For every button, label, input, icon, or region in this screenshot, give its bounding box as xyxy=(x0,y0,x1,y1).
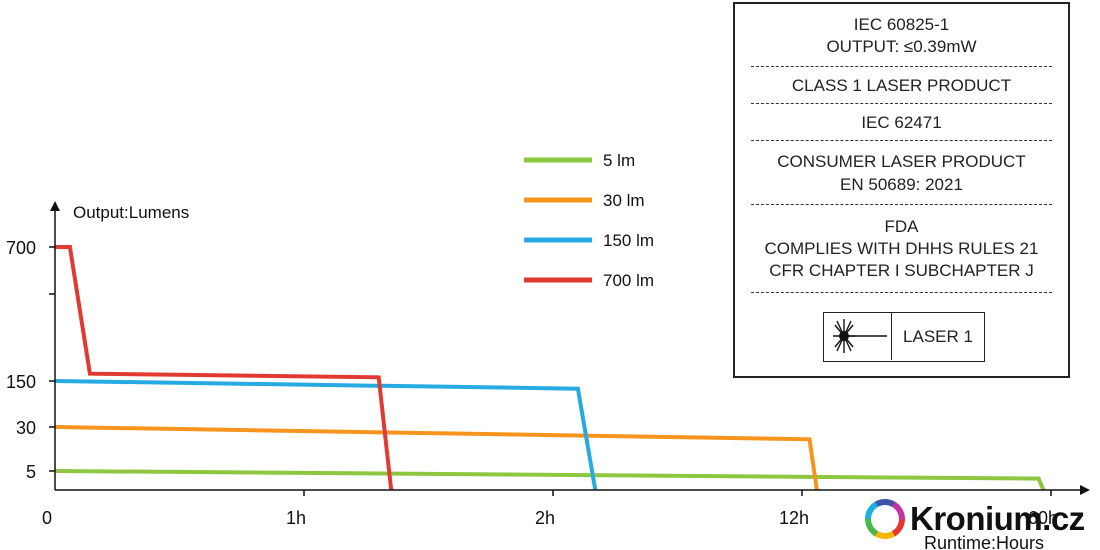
legend-label: 150 lm xyxy=(603,231,654,250)
label-line: EN 50689: 2021 xyxy=(840,175,963,194)
x-tick-label: 12h xyxy=(779,508,809,528)
series-line-3 xyxy=(55,245,394,491)
label-line: IEC 62471 xyxy=(861,113,942,132)
series-line-2 xyxy=(54,379,598,491)
label-line: CONSUMER LASER PRODUCT xyxy=(777,152,1026,171)
legend-label: 700 lm xyxy=(603,271,654,290)
laser-hazard-icon xyxy=(824,313,892,360)
x-tick-label: 60h xyxy=(1028,508,1058,528)
x-tick-label: 2h xyxy=(535,508,555,528)
kronium-logo-icon xyxy=(864,498,906,545)
label-line: IEC 60825-1 xyxy=(853,15,950,34)
x-axis-label: Runtime:Hours xyxy=(924,533,1044,550)
label-line: CLASS 1 LASER PRODUCT xyxy=(791,76,1012,95)
y-tick-label: 700 xyxy=(6,238,36,258)
legend-label: 30 lm xyxy=(603,191,645,210)
kronium-logo-text: Kronium.cz xyxy=(910,500,1085,537)
divider xyxy=(751,140,1052,141)
divider xyxy=(751,103,1052,104)
x-tick-label: 1h xyxy=(286,508,306,528)
label-line: FDA xyxy=(884,217,919,236)
divider xyxy=(751,66,1052,67)
y-tick-label: 150 xyxy=(6,372,36,392)
series-line-1 xyxy=(54,425,819,491)
laser-class-sign: LASER 1 xyxy=(823,312,985,362)
divider xyxy=(751,204,1052,205)
laser-safety-label: IEC 60825-1 OUTPUT: ≤0.39mW CLASS 1 LASE… xyxy=(733,2,1070,378)
y-axis-label: Output:Lumens xyxy=(73,203,189,222)
y-tick-label: 5 xyxy=(26,462,36,482)
label-line: COMPLIES WITH DHHS RULES 21 xyxy=(764,239,1039,258)
label-line: CFR CHAPTER I SUBCHAPTER J xyxy=(769,261,1034,280)
y-tick-label: 30 xyxy=(16,418,36,438)
laser-class-text: LASER 1 xyxy=(903,327,973,346)
legend-label: 5 lm xyxy=(603,151,635,170)
label-line: OUTPUT: ≤0.39mW xyxy=(826,37,977,56)
series-line-0 xyxy=(54,469,1046,491)
x-tick-label: 0 xyxy=(42,508,52,528)
divider xyxy=(751,292,1052,293)
